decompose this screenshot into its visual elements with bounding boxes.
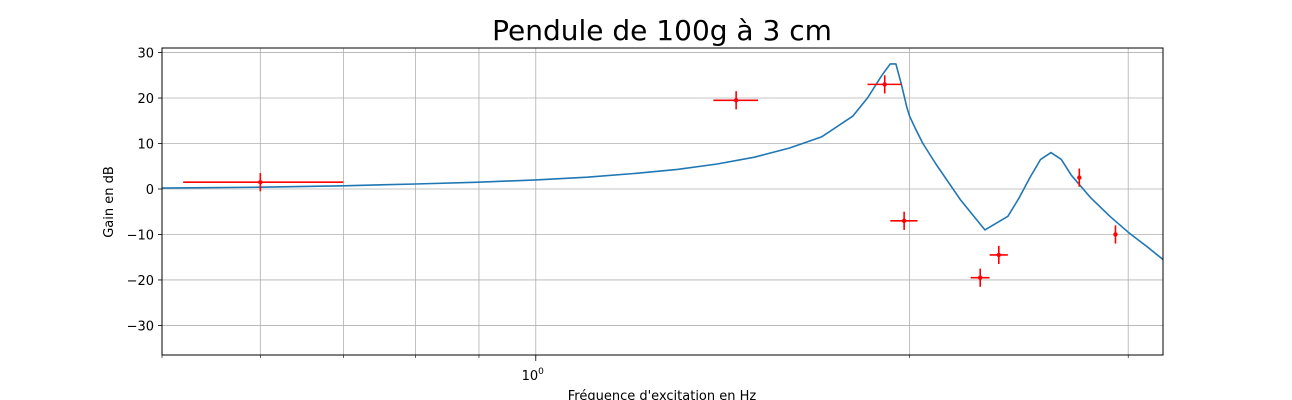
measurement-marker [978, 275, 983, 280]
model-curve [161, 63, 1164, 261]
plot-area [161, 63, 1164, 287]
measurement-point [1113, 225, 1118, 244]
x-axis-label: Fréquence d'excitation en Hz [568, 389, 757, 400]
measurement-marker [1077, 175, 1082, 180]
measurement-point [1077, 168, 1082, 187]
y-tick-label: 30 [137, 47, 154, 62]
x-tick-label: 100 [522, 367, 545, 384]
y-tick-label: 10 [137, 138, 154, 153]
measurement-point [890, 211, 918, 230]
measurement-point [970, 268, 990, 287]
measurement-marker [258, 179, 263, 185]
measurement-marker [901, 218, 907, 224]
ticks: −30 −20 −10 0 10 20 30 100 [127, 47, 1129, 384]
y-tick-label: −30 [127, 319, 154, 334]
measurement-point [713, 91, 759, 110]
measurement-marker [996, 252, 1002, 258]
measurement-marker [733, 98, 739, 103]
grid [161, 48, 1163, 355]
measurement-marker [1113, 232, 1118, 237]
measurement-marker [882, 82, 887, 87]
y-tick-label: −10 [127, 228, 154, 243]
measurement-point [867, 75, 902, 94]
y-tick-label: 20 [137, 92, 154, 107]
plot-frame [161, 47, 1164, 356]
y-tick-label: 0 [146, 183, 154, 198]
y-tick-label: −20 [127, 274, 154, 289]
measurement-point [183, 173, 344, 192]
measurement-point [989, 245, 1008, 265]
y-axis-label: Gain en dB [102, 166, 117, 238]
chart-title: Pendule de 100g à 3 cm [492, 14, 832, 47]
